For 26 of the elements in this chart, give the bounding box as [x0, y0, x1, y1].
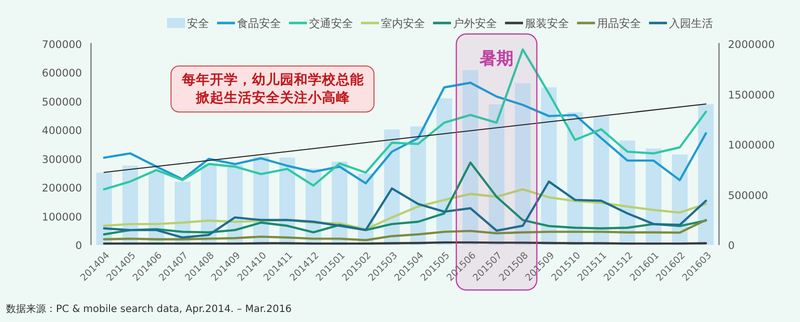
legend-label: 服装安全: [525, 17, 569, 30]
legend-label: 交通安全: [309, 17, 353, 30]
legend-label: 用品安全: [597, 17, 641, 30]
y-tick-label: 400000: [42, 125, 82, 138]
legend-label: 安全: [187, 17, 209, 30]
legend-label: 室内安全: [381, 17, 425, 30]
y-tick-label: 200000: [42, 182, 82, 195]
y-tick-label: 600000: [42, 68, 82, 80]
note: 每年开学，幼儿园和学校总能掀起生活安全关注小高峰: [170, 66, 374, 112]
y2-tick-label: 1000000: [728, 140, 775, 152]
legend-label: 入园生活: [669, 17, 713, 30]
legend-label: 户外安全: [453, 17, 497, 30]
bar: [698, 104, 714, 245]
y-tick-label: 500000: [42, 96, 82, 108]
y-tick-label: 100000: [42, 211, 82, 224]
y2-tick-label: 500000: [728, 190, 768, 202]
band-label: 暑期: [478, 49, 514, 69]
y-tick-label: 0: [75, 240, 82, 252]
source-note: 数据来源：PC & mobile search data, Apr.2014. – Mar.2016: [6, 303, 292, 315]
y2-tick-label: 1500000: [728, 89, 775, 102]
y2-tick-label: 0: [728, 240, 735, 252]
y-tick-label: 300000: [42, 154, 82, 166]
y-tick-label: 700000: [42, 39, 82, 51]
legend-label: 食品安全: [237, 17, 281, 30]
y2-tick-label: 2000000: [728, 39, 775, 51]
annotation: 每年开学，幼儿园和学校总能掀起生活安全关注小高峰: [181, 72, 364, 106]
